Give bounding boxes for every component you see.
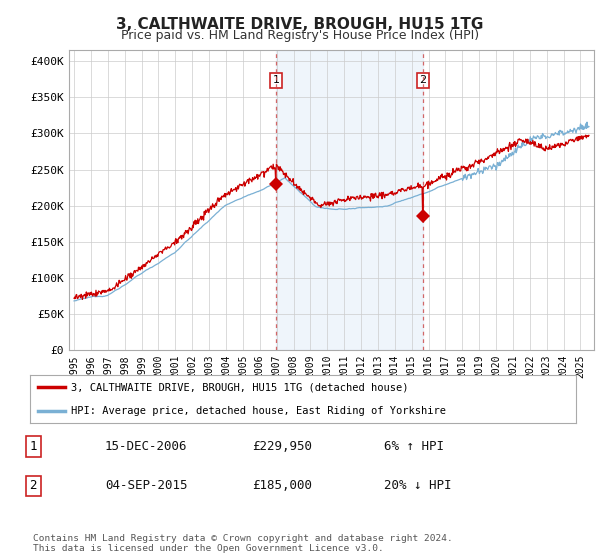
- Text: HPI: Average price, detached house, East Riding of Yorkshire: HPI: Average price, detached house, East…: [71, 406, 446, 416]
- Text: 04-SEP-2015: 04-SEP-2015: [105, 479, 187, 492]
- Text: 3, CALTHWAITE DRIVE, BROUGH, HU15 1TG (detached house): 3, CALTHWAITE DRIVE, BROUGH, HU15 1TG (d…: [71, 382, 409, 392]
- Text: £185,000: £185,000: [252, 479, 312, 492]
- Text: Price paid vs. HM Land Registry's House Price Index (HPI): Price paid vs. HM Land Registry's House …: [121, 29, 479, 42]
- Text: 20% ↓ HPI: 20% ↓ HPI: [384, 479, 452, 492]
- Text: 1: 1: [29, 440, 37, 453]
- Text: Contains HM Land Registry data © Crown copyright and database right 2024.
This d: Contains HM Land Registry data © Crown c…: [33, 534, 453, 553]
- Text: 2: 2: [29, 479, 37, 492]
- Text: 2: 2: [419, 76, 427, 85]
- Text: 6% ↑ HPI: 6% ↑ HPI: [384, 440, 444, 453]
- Text: £229,950: £229,950: [252, 440, 312, 453]
- Bar: [276, 50, 423, 350]
- Text: 3, CALTHWAITE DRIVE, BROUGH, HU15 1TG: 3, CALTHWAITE DRIVE, BROUGH, HU15 1TG: [116, 17, 484, 32]
- Text: 15-DEC-2006: 15-DEC-2006: [105, 440, 187, 453]
- Text: 1: 1: [272, 76, 280, 85]
